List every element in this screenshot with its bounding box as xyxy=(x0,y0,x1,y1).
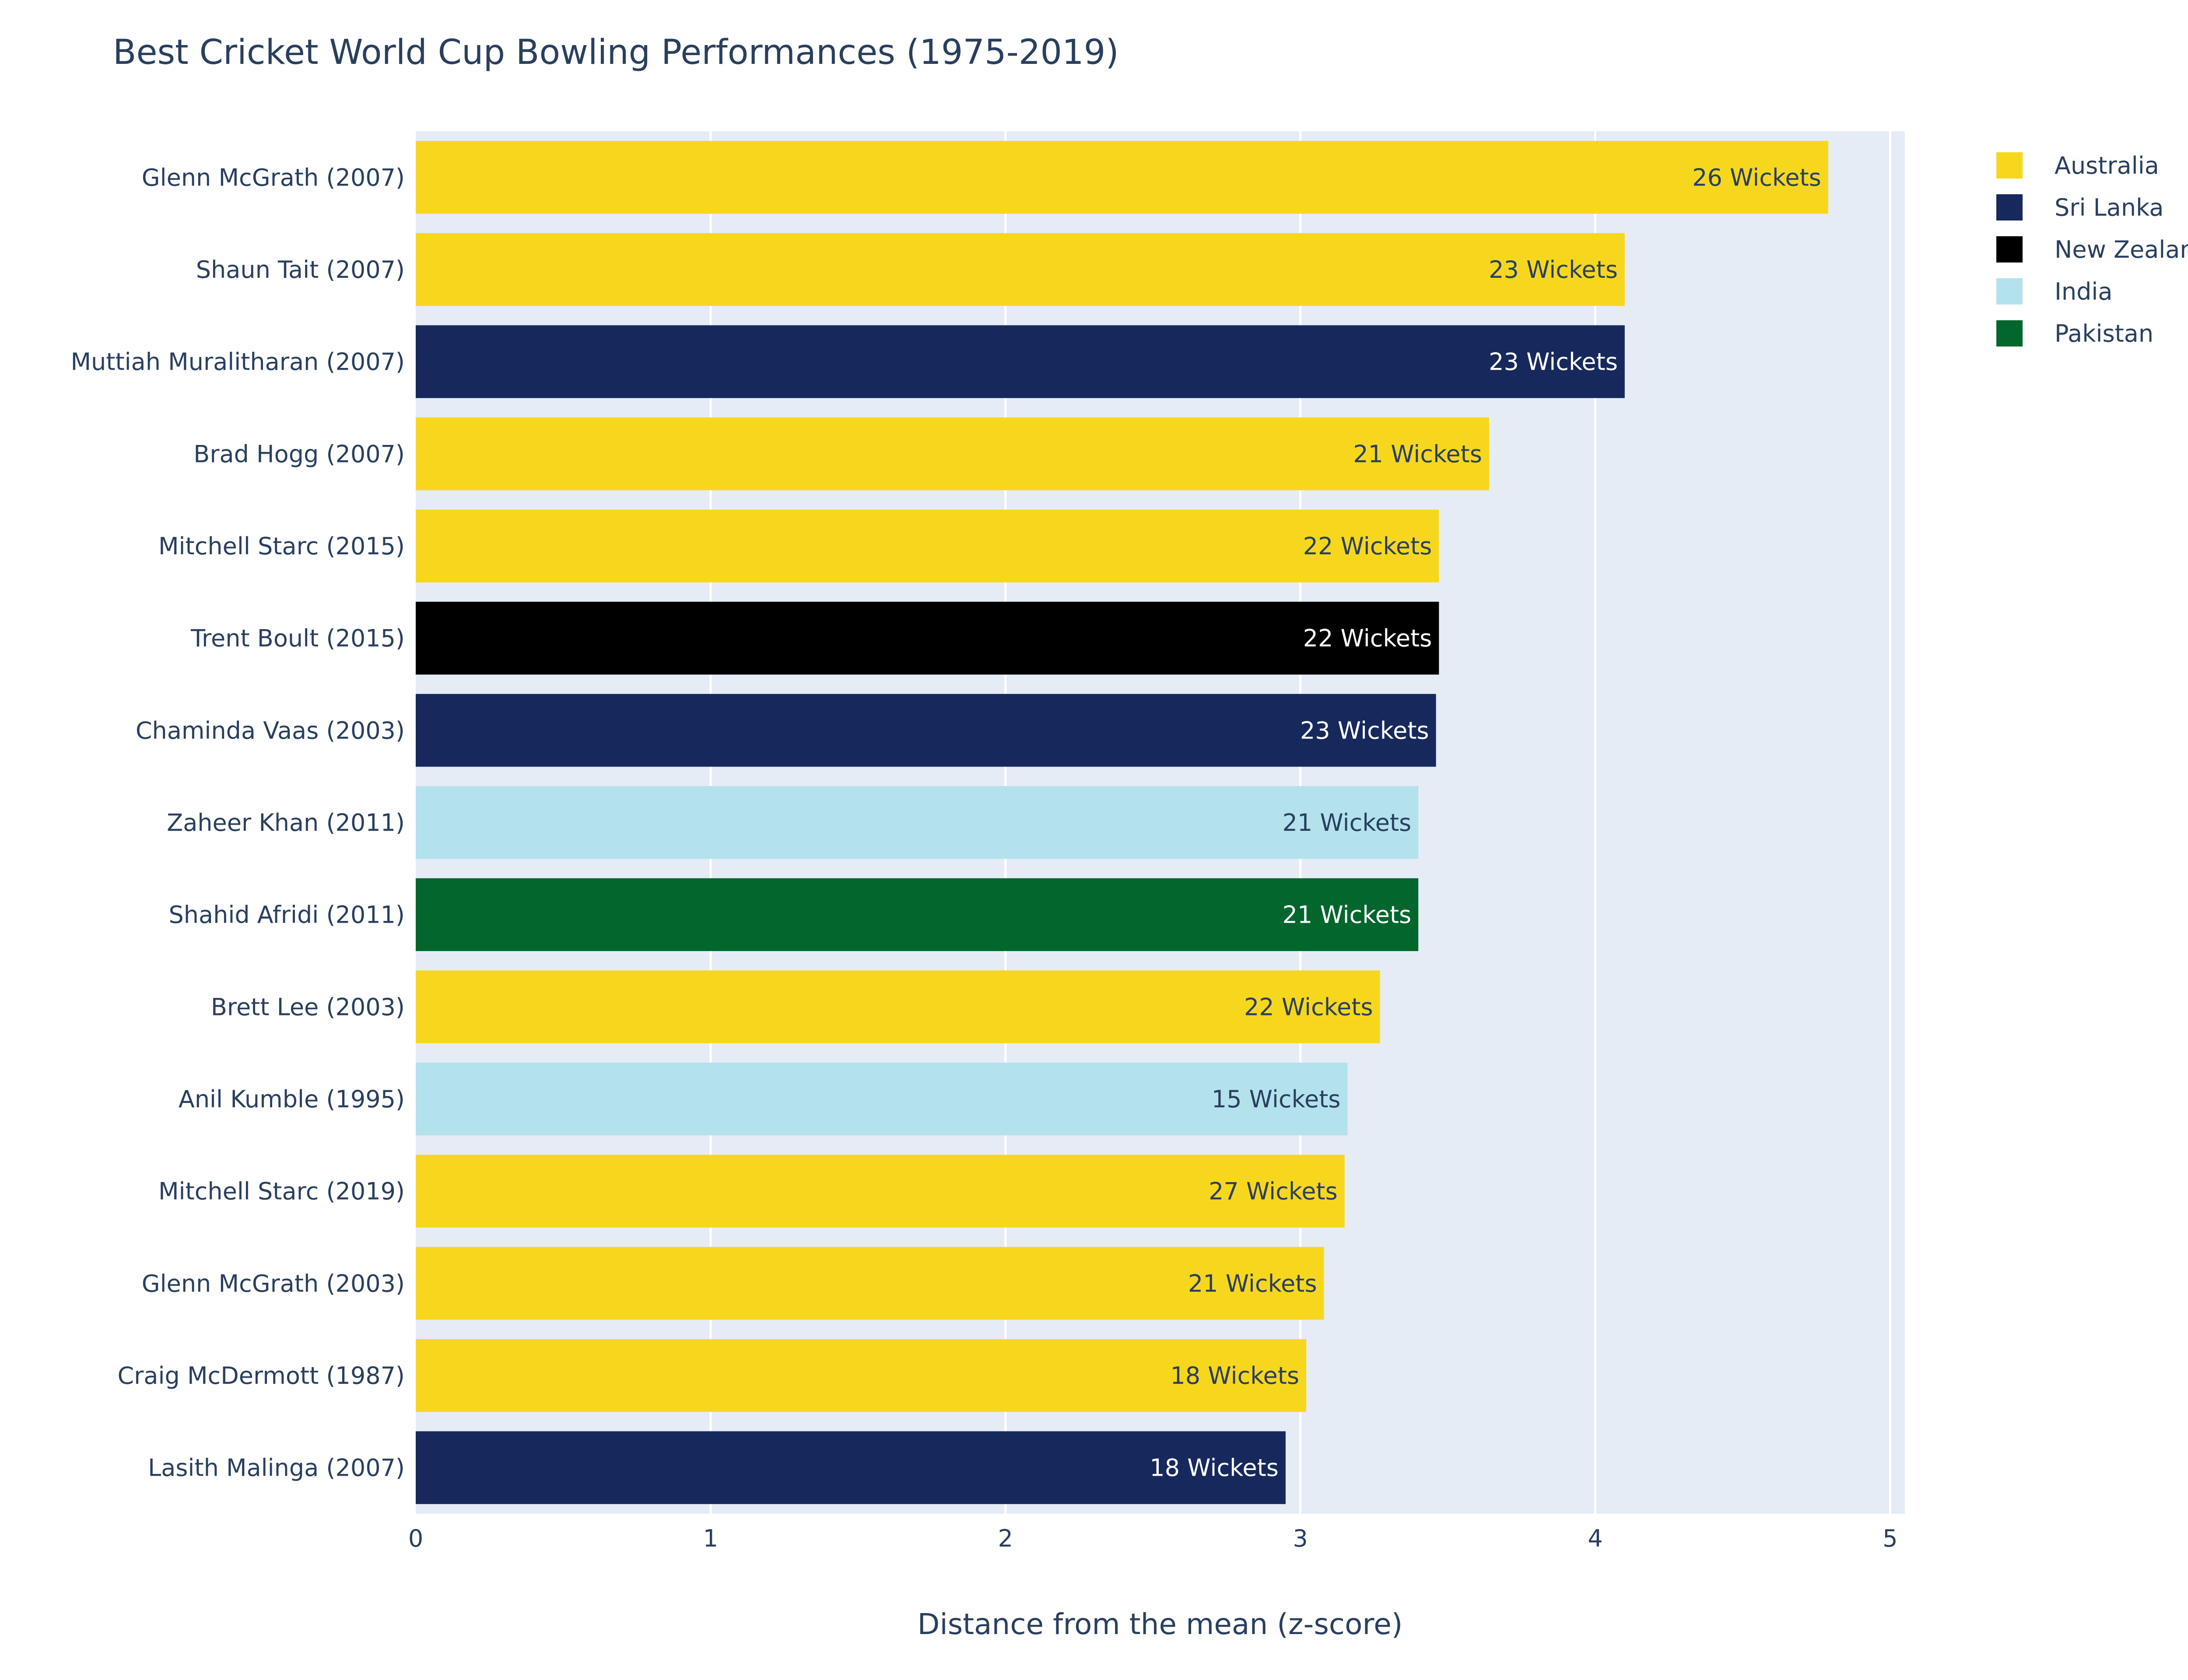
x-tick-label: 2 xyxy=(998,1525,1013,1552)
bar-value-label: 23 Wickets xyxy=(1300,717,1429,744)
legend-label: Pakistan xyxy=(2055,320,2153,347)
category-label: Anil Kumble (1995) xyxy=(179,1085,405,1113)
x-tick-label: 5 xyxy=(1883,1525,1897,1552)
bar xyxy=(416,141,1828,214)
bar-value-label: 15 Wickets xyxy=(1212,1085,1341,1113)
x-tick-label: 4 xyxy=(1588,1525,1602,1552)
bars xyxy=(416,141,1828,1504)
category-label: Chaminda Vaas (2003) xyxy=(136,717,405,744)
category-labels: Glenn McGrath (2007) Shaun Tait (2007) Mut… xyxy=(71,164,405,1481)
legend-label: Australia xyxy=(2055,152,2159,179)
bar-labels: 26 Wickets 23 Wickets 23 Wickets 21 Wickets… xyxy=(1150,164,1821,1481)
bar-value-label: 22 Wickets xyxy=(1303,625,1432,652)
bar-value-label: 23 Wickets xyxy=(1489,256,1618,284)
bar-value-label: 23 Wickets xyxy=(1489,348,1618,376)
bar-value-label: 21 Wickets xyxy=(1353,440,1482,468)
x-tick-label: 0 xyxy=(408,1525,423,1552)
category-label: Mitchell Starc (2019) xyxy=(158,1178,405,1205)
x-tick-label: 1 xyxy=(703,1525,718,1552)
legend-swatch xyxy=(1996,194,2023,220)
bar xyxy=(416,1431,1286,1504)
category-label: Brett Lee (2003) xyxy=(211,993,405,1021)
category-label: Brad Hogg (2007) xyxy=(193,440,405,468)
bar-value-label: 27 Wickets xyxy=(1209,1178,1338,1205)
bar-value-label: 21 Wickets xyxy=(1282,901,1411,929)
legend: Australia Sri Lanka New Zealand India Pakist… xyxy=(1996,152,2188,347)
bar-value-label: 22 Wickets xyxy=(1303,532,1432,560)
bar xyxy=(416,1339,1307,1412)
category-label: Craig McDermott (1987) xyxy=(118,1362,405,1390)
bar-value-label: 21 Wickets xyxy=(1188,1270,1317,1297)
bar xyxy=(416,1062,1348,1136)
bar xyxy=(416,509,1439,583)
bar xyxy=(416,694,1436,767)
legend-swatch xyxy=(1996,152,2023,178)
bar xyxy=(416,970,1380,1043)
category-label: Shaun Tait (2007) xyxy=(196,256,405,284)
bar xyxy=(416,233,1625,306)
bar xyxy=(416,786,1419,859)
bar xyxy=(416,417,1489,490)
chart-title: Best Cricket World Cup Bowling Performan… xyxy=(113,33,1119,72)
bar xyxy=(416,325,1625,398)
legend-swatch xyxy=(1996,320,2023,346)
bar-value-label: 21 Wickets xyxy=(1282,809,1411,836)
category-label: Lasith Malinga (2007) xyxy=(148,1454,405,1482)
category-label: Mitchell Starc (2015) xyxy=(158,532,405,560)
x-axis-title: Distance from the mean (z-score) xyxy=(918,1607,1403,1641)
legend-swatch xyxy=(1996,278,2023,304)
category-label: Glenn McGrath (2003) xyxy=(142,1270,405,1297)
legend-swatch xyxy=(1996,236,2023,262)
category-label: Zaheer Khan (2011) xyxy=(167,809,405,836)
category-label: Shahid Afridi (2011) xyxy=(169,901,405,929)
bar xyxy=(416,878,1419,951)
category-label: Trent Boult (2015) xyxy=(190,625,405,652)
bar xyxy=(416,1247,1324,1320)
bar-value-label: 18 Wickets xyxy=(1150,1454,1279,1482)
category-label: Muttiah Muralitharan (2007) xyxy=(71,348,405,376)
bar xyxy=(416,1155,1345,1228)
bar xyxy=(416,602,1439,675)
x-tick-label: 3 xyxy=(1293,1525,1308,1552)
bar-value-label: 18 Wickets xyxy=(1170,1362,1299,1390)
legend-label: Sri Lanka xyxy=(2055,194,2163,221)
bar-value-label: 26 Wickets xyxy=(1692,164,1821,191)
legend-label: New Zealand xyxy=(2055,236,2188,263)
legend-label: India xyxy=(2055,278,2113,305)
bar-value-label: 22 Wickets xyxy=(1244,993,1373,1021)
x-tick-labels: 0 1 2 3 4 5 xyxy=(408,1525,1898,1552)
category-label: Glenn McGrath (2007) xyxy=(142,164,405,191)
